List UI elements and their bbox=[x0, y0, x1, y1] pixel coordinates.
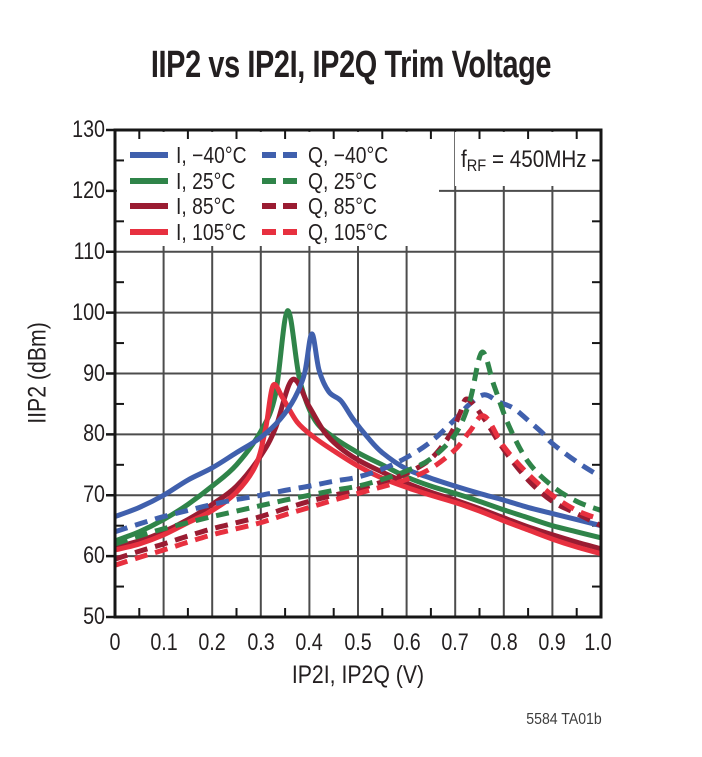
legend-swatch-Q-85C bbox=[262, 203, 300, 209]
y-tick-label: 100 bbox=[72, 298, 105, 326]
legend-swatch-I-minus40C bbox=[130, 152, 168, 158]
curve-I-minus40C bbox=[114, 331, 602, 529]
y-tick-label: 130 bbox=[72, 116, 105, 143]
x-tick-label: 0.4 bbox=[295, 629, 324, 656]
y-tick-label: 50 bbox=[83, 603, 105, 630]
y-tick-label: 120 bbox=[72, 176, 105, 204]
y-tick-label: 60 bbox=[83, 542, 105, 570]
legend-background bbox=[117, 132, 439, 246]
chart-title: IIP2 vs IP2I, IP2Q Trim Voltage bbox=[150, 44, 552, 86]
legend-label-Q-85C: Q, 85°C bbox=[308, 193, 377, 219]
curve-I-25C bbox=[114, 308, 602, 544]
y-tick-label: 70 bbox=[83, 481, 105, 509]
x-tick-label: 0.1 bbox=[149, 629, 178, 656]
x-tick-label: 0.6 bbox=[392, 629, 421, 656]
curve-I-85C bbox=[114, 376, 602, 552]
x-tick-label: 0.3 bbox=[247, 629, 275, 656]
x-tick-label: 0 bbox=[109, 629, 121, 656]
x-tick-label: 0.8 bbox=[490, 629, 518, 656]
legend-label-Q-25C: Q, 25°C bbox=[308, 168, 377, 194]
x-tick-label: 0.9 bbox=[538, 629, 567, 656]
legend-swatch-Q-minus40C bbox=[262, 152, 300, 158]
x-tick-label: 0.7 bbox=[441, 629, 469, 656]
legend-label-I-25C: I, 25°C bbox=[176, 168, 236, 194]
plot-frame bbox=[113, 128, 603, 619]
legend-label-Q-105C: Q, 105°C bbox=[308, 219, 388, 245]
y-tick-label: 90 bbox=[83, 359, 105, 387]
rf-frequency-annotation: fRF = 450MHz bbox=[461, 146, 587, 176]
legend-label-I-105C: I, 105°C bbox=[176, 219, 247, 245]
annotation-background bbox=[455, 132, 599, 186]
legend-swatch-I-105C bbox=[130, 229, 168, 235]
legend-swatch-I-25C bbox=[130, 178, 168, 184]
legend-label-Q-minus40C: Q, −40°C bbox=[308, 142, 389, 168]
x-tick-label: 0.5 bbox=[344, 629, 372, 656]
y-axis-label: IIP2 (dBm) bbox=[23, 322, 52, 424]
y-tick-label: 80 bbox=[83, 420, 105, 448]
legend-label-I-minus40C: I, −40°C bbox=[176, 142, 247, 168]
x-tick-label: 1.0 bbox=[584, 629, 612, 656]
legend-label-I-85C: I, 85°C bbox=[176, 193, 236, 219]
figure-number: 5584 TA01b bbox=[526, 711, 602, 728]
legend-swatch-Q-25C bbox=[262, 178, 300, 184]
annotation-sub: RF bbox=[466, 156, 487, 175]
x-axis-label: IP2I, IP2Q (V) bbox=[291, 661, 425, 689]
x-tick-label: 0.2 bbox=[198, 629, 226, 656]
y-tick-label: 110 bbox=[73, 237, 105, 265]
curve-Q-105C bbox=[114, 413, 602, 568]
legend-swatch-I-85C bbox=[130, 203, 168, 209]
legend-swatch-Q-105C bbox=[262, 229, 300, 235]
curve-I-105C bbox=[114, 381, 602, 557]
curve-Q-25C bbox=[114, 349, 602, 547]
annotation-rest: = 450MHz bbox=[486, 146, 587, 173]
annotation-f: f bbox=[461, 146, 467, 173]
